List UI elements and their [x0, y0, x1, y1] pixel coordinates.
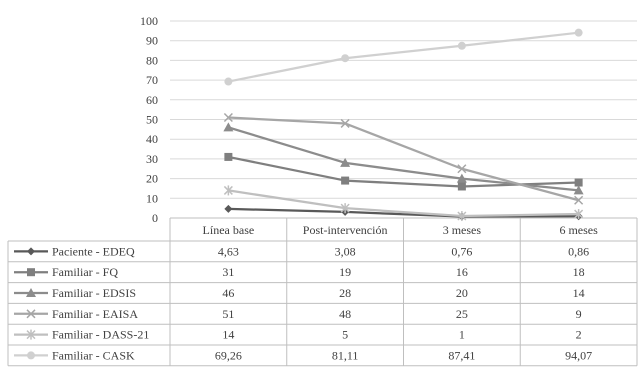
data-point — [224, 204, 233, 213]
data-label: 16 — [456, 265, 468, 279]
legend-key — [14, 288, 48, 297]
series-line — [228, 116, 579, 202]
data-label: 4,63 — [218, 244, 239, 258]
data-label: 18 — [573, 265, 585, 279]
data-label: 94,07 — [565, 348, 592, 362]
legend-key — [14, 329, 48, 340]
y-tick-label: 20 — [146, 172, 158, 186]
series-lines — [223, 28, 584, 222]
y-tick-label: 50 — [146, 113, 158, 127]
y-tick-label: 40 — [146, 132, 158, 146]
data-point — [574, 178, 583, 187]
data-label: 5 — [342, 328, 348, 342]
legend-key-marker — [27, 351, 35, 360]
y-tick-label: 80 — [146, 53, 158, 67]
data-label: 1 — [459, 328, 465, 342]
legend-key — [14, 268, 48, 277]
legend-key-marker — [26, 329, 36, 340]
data-point — [574, 195, 584, 205]
y-axis-ticks: 0 10 20 30 40 50 60 70 80 90 100 — [140, 14, 158, 225]
data-point — [224, 77, 233, 86]
data-label: 3,08 — [335, 244, 356, 258]
y-tick-label: 90 — [146, 34, 158, 48]
data-point — [223, 185, 233, 196]
series-label: Familiar - FQ — [52, 265, 118, 279]
x-category-label: Línea base — [203, 223, 255, 237]
data-label: 0,86 — [568, 244, 589, 258]
data-point — [574, 28, 583, 37]
legend-key — [14, 309, 48, 319]
series-familiar-eaisa — [223, 112, 584, 205]
data-point — [457, 211, 467, 222]
data-label: 0,76 — [451, 244, 472, 258]
data-point — [341, 54, 350, 63]
data-table: Línea base Post-intervención 3 meses 6 mese… — [7, 217, 638, 367]
series-label: Familiar - DASS-21 — [52, 328, 149, 342]
data-label: 9 — [576, 307, 582, 321]
data-point — [341, 176, 350, 185]
data-point-stroke — [223, 112, 233, 123]
data-point — [340, 203, 350, 214]
data-label: 19 — [339, 265, 351, 279]
legend-key-marker — [27, 247, 35, 256]
series-label: Familiar - EAISA — [52, 307, 138, 321]
data-point — [456, 173, 467, 183]
data-label: 51 — [222, 307, 234, 321]
series-label: Familiar - CASK — [52, 348, 135, 362]
series-line — [228, 189, 579, 218]
legend-key-marker — [27, 268, 35, 277]
data-point — [223, 112, 233, 123]
data-point — [223, 122, 234, 132]
series-label: Paciente - EDEQ — [52, 244, 135, 258]
data-point-stroke — [340, 118, 350, 128]
data-label: 48 — [339, 307, 351, 321]
y-tick-label: 30 — [146, 152, 158, 166]
data-label: 20 — [456, 286, 468, 300]
y-tick-label: 0 — [152, 211, 158, 225]
data-label: 31 — [222, 265, 234, 279]
data-point — [457, 182, 466, 191]
legend-key-marker — [26, 309, 36, 319]
data-point — [457, 41, 466, 50]
x-category-label: 6 meses — [559, 223, 598, 237]
legend-key — [14, 351, 48, 360]
data-label: 14 — [573, 286, 585, 300]
series-label: Familiar - EDSIS — [52, 286, 136, 300]
series-familiar-dass-21 — [223, 185, 584, 222]
data-point-stroke — [457, 164, 467, 174]
series-line — [228, 31, 579, 83]
data-point — [340, 118, 350, 128]
series-paciente-edeq — [224, 204, 583, 221]
y-tick-label: 60 — [146, 93, 158, 107]
data-label: 25 — [456, 307, 468, 321]
series-familiar-cask — [224, 28, 583, 86]
y-tick-label: 10 — [146, 191, 158, 205]
data-point — [574, 209, 584, 220]
data-label: 69,26 — [215, 348, 242, 362]
legend-key-marker-stroke — [26, 309, 36, 319]
data-label: 2 — [576, 328, 582, 342]
data-point — [224, 152, 233, 161]
data-point — [457, 164, 467, 174]
data-label: 81,11 — [332, 348, 359, 362]
y-tick-label: 100 — [140, 14, 158, 28]
data-point-stroke — [574, 195, 584, 205]
y-tick-label: 70 — [146, 73, 158, 87]
data-point — [573, 185, 584, 195]
data-label: 28 — [339, 286, 351, 300]
data-label: 14 — [222, 328, 234, 342]
data-point — [340, 157, 351, 167]
series-line — [228, 207, 579, 218]
data-label: 87,41 — [448, 348, 475, 362]
legend-key-marker — [26, 288, 36, 297]
data-label: 46 — [222, 286, 234, 300]
legend-key — [14, 247, 48, 256]
x-category-label: 3 meses — [443, 223, 482, 237]
x-category-label: Post-intervención — [303, 223, 388, 237]
